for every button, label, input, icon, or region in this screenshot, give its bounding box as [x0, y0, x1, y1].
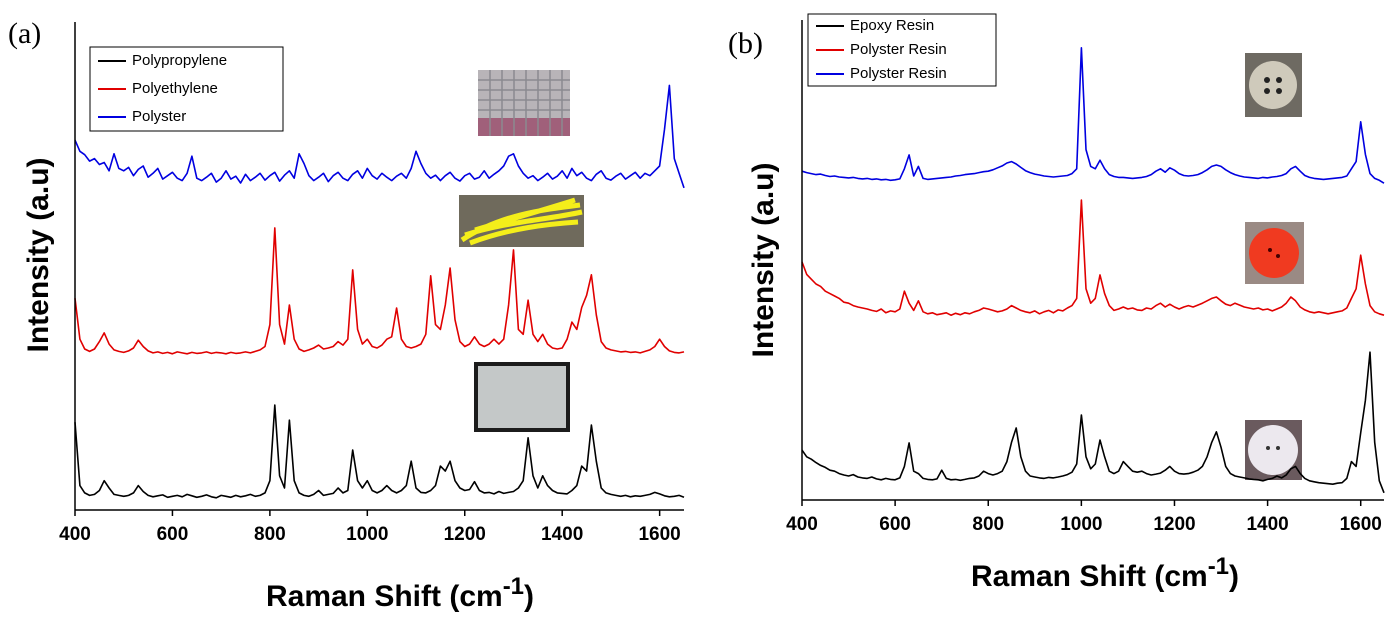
photo-button-white [1245, 420, 1302, 480]
x-tick-label: 400 [59, 524, 91, 545]
x-tick-label: 600 [157, 524, 189, 545]
x-axis-title-sup: -1 [503, 573, 524, 600]
x-tick-label: 1400 [541, 524, 583, 545]
x-axis-title-sup: -1 [1208, 553, 1229, 580]
x-tick-label: 1000 [346, 524, 388, 545]
panel-label: (a) [8, 17, 41, 50]
photo-mesh [474, 362, 570, 432]
photo-fibers [459, 195, 584, 247]
photo-button-gray [1245, 53, 1302, 117]
spectrum-line [801, 351, 1385, 494]
x-axis-title: Raman Shift (cm-1) [971, 553, 1239, 593]
x-tick-label: 1200 [1153, 514, 1195, 535]
x-tick-label: 800 [972, 514, 1004, 535]
x-tick-label: 1200 [444, 524, 486, 545]
x-tick-label: 400 [786, 514, 818, 535]
x-tick-label: 600 [879, 514, 911, 535]
x-axis-title-main: Raman Shift (cm [971, 560, 1208, 593]
y-axis-title: Intensity (a.u) [22, 157, 55, 352]
spectrum-line [74, 84, 685, 189]
x-axis-title-main: Raman Shift (cm [266, 580, 503, 613]
x-tick-label: 1600 [1340, 514, 1382, 535]
spectrum-line [801, 47, 1385, 184]
x-tick-label: 1000 [1060, 514, 1102, 535]
legend-label: Polyster Resin [850, 65, 947, 82]
legend-label: Polyethylene [132, 80, 218, 97]
spectrum-line [801, 199, 1385, 316]
legend-label: Polyster [132, 108, 186, 125]
x-tick-label: 1600 [638, 524, 680, 545]
spectrum-line [74, 227, 685, 355]
x-axis-title-end: ) [524, 580, 534, 613]
photo-button-red [1245, 222, 1304, 284]
spectrum-line [74, 404, 685, 499]
legend-label: Epoxy Resin [850, 17, 934, 34]
legend-label: Polyster Resin [850, 41, 947, 58]
x-axis-title: Raman Shift (cm-1) [266, 573, 534, 613]
photo-fabric [478, 70, 570, 136]
panel-label: (b) [728, 27, 763, 60]
legend-label: Polypropylene [132, 52, 227, 69]
y-axis-title: Intensity (a.u) [747, 162, 780, 357]
x-axis-title-end: ) [1229, 560, 1239, 593]
x-tick-label: 1400 [1246, 514, 1288, 535]
x-tick-label: 800 [254, 524, 286, 545]
